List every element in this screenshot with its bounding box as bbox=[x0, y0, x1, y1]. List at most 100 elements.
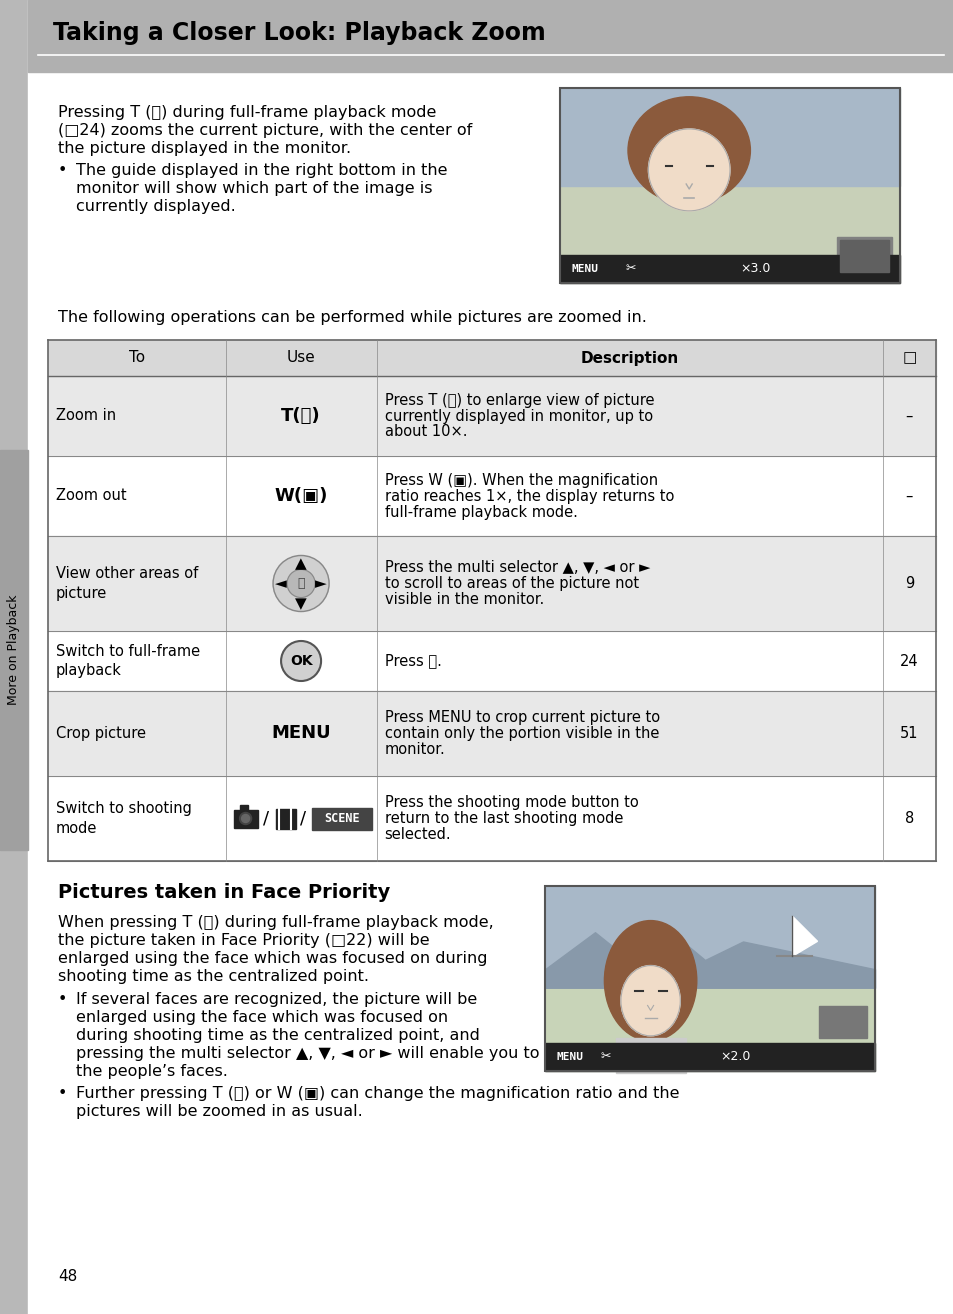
Text: Taking a Closer Look: Playback Zoom: Taking a Closer Look: Playback Zoom bbox=[53, 21, 545, 45]
Text: to scroll to areas of the picture not: to scroll to areas of the picture not bbox=[384, 576, 638, 591]
Text: selected.: selected. bbox=[384, 827, 451, 842]
Bar bbox=[544, 886, 874, 1071]
Text: ✂: ✂ bbox=[599, 1050, 610, 1063]
Text: –: – bbox=[904, 489, 912, 503]
Text: MENU: MENU bbox=[557, 1053, 583, 1062]
Bar bbox=[312, 808, 372, 829]
Text: 24: 24 bbox=[899, 653, 918, 669]
Text: Zoom out: Zoom out bbox=[56, 489, 127, 503]
Text: Pressing T (⒠) during full-frame playback mode: Pressing T (⒠) during full-frame playbac… bbox=[58, 105, 436, 120]
Text: •: • bbox=[58, 1085, 68, 1101]
Text: the people’s faces.: the people’s faces. bbox=[76, 1064, 228, 1079]
Bar bbox=[559, 88, 899, 283]
Text: shooting time as the centralized point.: shooting time as the centralized point. bbox=[58, 968, 369, 984]
Text: Press Ⓢ.: Press Ⓢ. bbox=[384, 653, 441, 669]
Circle shape bbox=[281, 641, 321, 681]
Text: –: – bbox=[904, 409, 912, 423]
Text: monitor will show which part of the image is: monitor will show which part of the imag… bbox=[76, 181, 432, 196]
Text: during shooting time as the centralized point, and: during shooting time as the centralized … bbox=[76, 1028, 479, 1043]
Circle shape bbox=[239, 812, 252, 824]
Circle shape bbox=[273, 556, 329, 611]
Text: The following operations can be performed while pictures are zoomed in.: The following operations can be performe… bbox=[58, 310, 646, 325]
Bar bbox=[0, 449, 28, 850]
Text: ×3.0: ×3.0 bbox=[740, 263, 770, 276]
Text: ratio reaches 1×, the display returns to: ratio reaches 1×, the display returns to bbox=[384, 489, 673, 503]
Text: Zoom in: Zoom in bbox=[56, 409, 116, 423]
Text: Press the shooting mode button to: Press the shooting mode button to bbox=[384, 795, 638, 809]
Bar bbox=[48, 456, 935, 536]
Bar bbox=[818, 1007, 866, 1038]
Circle shape bbox=[241, 815, 250, 823]
Text: pressing the multi selector ▲, ▼, ◄ or ► will enable you to switch between: pressing the multi selector ▲, ▼, ◄ or ►… bbox=[76, 1046, 670, 1060]
Bar bbox=[28, 0, 953, 72]
Bar bbox=[48, 376, 935, 456]
Text: □: □ bbox=[902, 351, 916, 365]
Text: pictures will be zoomed in as usual.: pictures will be zoomed in as usual. bbox=[76, 1104, 362, 1120]
Bar bbox=[544, 1043, 874, 1071]
Text: Crop picture: Crop picture bbox=[56, 727, 146, 741]
Text: MENU: MENU bbox=[572, 264, 598, 275]
Text: Ⓢ: Ⓢ bbox=[297, 577, 305, 590]
Text: ▲: ▲ bbox=[294, 556, 307, 572]
Text: Switch to full-frame
playback: Switch to full-frame playback bbox=[56, 644, 200, 678]
Text: enlarged using the face which was focused on during: enlarged using the face which was focuse… bbox=[58, 951, 487, 966]
Ellipse shape bbox=[604, 921, 696, 1041]
Bar bbox=[544, 988, 874, 1071]
Text: T(⒠): T(⒠) bbox=[281, 407, 320, 424]
Text: full-frame playback mode.: full-frame playback mode. bbox=[384, 505, 577, 519]
Ellipse shape bbox=[627, 97, 750, 204]
Text: To: To bbox=[129, 351, 145, 365]
Ellipse shape bbox=[648, 129, 729, 210]
Text: OK: OK bbox=[290, 654, 312, 668]
Text: 8: 8 bbox=[903, 811, 913, 827]
Text: enlarged using the face which was focused on: enlarged using the face which was focuse… bbox=[76, 1010, 448, 1025]
Bar bbox=[559, 88, 899, 283]
Text: •: • bbox=[58, 992, 68, 1007]
Bar bbox=[559, 88, 899, 185]
Text: about 10×.: about 10×. bbox=[384, 424, 467, 439]
Bar bbox=[275, 808, 295, 829]
Bar bbox=[233, 809, 257, 828]
Text: visible in the monitor.: visible in the monitor. bbox=[384, 593, 543, 607]
Text: •: • bbox=[58, 163, 68, 177]
Text: (□24) zooms the current picture, with the center of: (□24) zooms the current picture, with th… bbox=[58, 124, 472, 138]
Bar bbox=[836, 237, 891, 275]
Bar bbox=[559, 255, 899, 283]
Bar bbox=[48, 536, 935, 631]
Text: W(▣): W(▣) bbox=[274, 487, 328, 505]
Text: /: / bbox=[262, 809, 269, 828]
Bar bbox=[615, 1038, 685, 1074]
Text: contain only the portion visible in the: contain only the portion visible in the bbox=[384, 727, 659, 741]
Text: If several faces are recognized, the picture will be: If several faces are recognized, the pic… bbox=[76, 992, 476, 1007]
Text: /: / bbox=[299, 809, 305, 828]
Text: View other areas of
picture: View other areas of picture bbox=[56, 566, 198, 600]
Bar bbox=[544, 886, 874, 988]
Text: Press W (▣). When the magnification: Press W (▣). When the magnification bbox=[384, 473, 657, 487]
Text: 9: 9 bbox=[903, 576, 913, 591]
Text: ◄: ◄ bbox=[274, 576, 287, 591]
Text: Switch to shooting
mode: Switch to shooting mode bbox=[56, 802, 192, 836]
Text: Press T (⒠) to enlarge view of picture: Press T (⒠) to enlarge view of picture bbox=[384, 393, 654, 407]
Text: 48: 48 bbox=[58, 1269, 77, 1284]
Text: 51: 51 bbox=[900, 727, 918, 741]
Polygon shape bbox=[792, 916, 817, 957]
Bar bbox=[840, 240, 888, 272]
Text: More on Playback: More on Playback bbox=[8, 595, 20, 706]
Text: Use: Use bbox=[287, 351, 315, 365]
Text: Description: Description bbox=[580, 351, 678, 365]
Circle shape bbox=[287, 569, 314, 598]
Text: ✂: ✂ bbox=[624, 263, 635, 276]
Text: currently displayed.: currently displayed. bbox=[76, 198, 235, 214]
Text: ×2.0: ×2.0 bbox=[720, 1050, 750, 1063]
Text: SCENE: SCENE bbox=[323, 812, 359, 825]
Text: the picture displayed in the monitor.: the picture displayed in the monitor. bbox=[58, 141, 351, 156]
Bar bbox=[48, 631, 935, 691]
Text: Further pressing T (⒠) or W (▣) can change the magnification ratio and the: Further pressing T (⒠) or W (▣) can chan… bbox=[76, 1085, 679, 1101]
Text: monitor.: monitor. bbox=[384, 742, 445, 757]
Text: currently displayed in monitor, up to: currently displayed in monitor, up to bbox=[384, 409, 652, 423]
Text: the picture taken in Face Priority (□22) will be: the picture taken in Face Priority (□22)… bbox=[58, 933, 429, 947]
Bar bbox=[239, 804, 248, 811]
Text: ►: ► bbox=[314, 576, 327, 591]
Text: When pressing T (⒠) during full-frame playback mode,: When pressing T (⒠) during full-frame pl… bbox=[58, 915, 494, 930]
Ellipse shape bbox=[620, 966, 679, 1035]
